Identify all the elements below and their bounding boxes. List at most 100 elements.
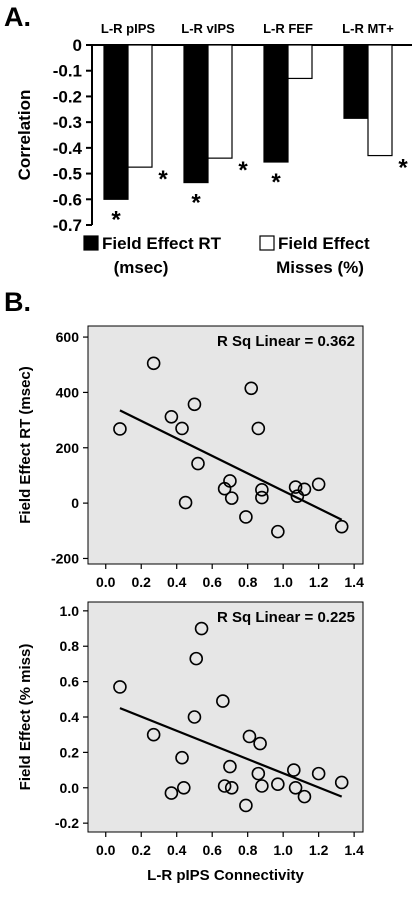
y-tick-label: 600 — [56, 329, 80, 345]
data-point — [255, 490, 269, 505]
data-point — [239, 798, 253, 813]
data-point — [216, 694, 230, 708]
data-point — [194, 621, 209, 636]
y-tick-label: -200 — [51, 550, 79, 566]
x-tick-label: 0.6 — [202, 842, 222, 858]
data-point — [178, 495, 193, 510]
x-tick-label: 0.0 — [96, 574, 116, 590]
data-point — [251, 766, 266, 781]
scatter-miss-chart: 1.0 0.8 0.6 0.4 0.2 0.0 -0.2 0.0 0.2 0.4 0.6 0.8 1.0… — [17, 601, 364, 884]
data-point — [334, 775, 349, 790]
y-tick-label: -0.6 — [53, 190, 82, 209]
significance-star: * — [271, 169, 281, 196]
significance-star: * — [111, 206, 121, 233]
r-squared-annotation: R Sq Linear = 0.225 — [217, 609, 355, 626]
data-point — [297, 789, 312, 804]
fit-line — [119, 707, 343, 798]
y-tick-label: 0.6 — [60, 674, 80, 690]
data-point — [164, 409, 179, 424]
data-point — [288, 480, 303, 494]
data-point — [271, 777, 285, 792]
x-tick-label: 1.4 — [344, 842, 364, 858]
scatter-rt-chart: 600 400 200 0 -200 0.0 0.2 0.4 0.6 0.8 1.0 1.2 1.4 Fi… — [17, 325, 364, 590]
data-point — [253, 736, 267, 751]
data-point — [113, 680, 127, 694]
data-point — [223, 759, 237, 774]
y-tick-label: 0.4 — [60, 709, 80, 725]
bar — [367, 44, 393, 157]
legend-label: Misses (%) — [276, 258, 364, 277]
y-tick-label: 1.0 — [60, 603, 80, 619]
x-tick-label: 0.8 — [238, 842, 258, 858]
legend-label: Field Effect — [278, 234, 370, 253]
x-tick-label: 1.0 — [273, 842, 293, 858]
significance-star: * — [191, 190, 201, 217]
y-tick-label: 0 — [71, 495, 79, 511]
significance-star: * — [398, 155, 408, 182]
data-point — [311, 477, 326, 492]
data-point — [311, 766, 326, 781]
data-point — [217, 779, 232, 793]
x-tick-label: 1.0 — [273, 574, 293, 590]
x-tick-label: 0.2 — [131, 574, 151, 590]
bar — [207, 44, 233, 159]
legend-swatch — [83, 235, 99, 251]
bar-chart: Correlation 0 -0.1 -0.2 -0.3 -0.4 -0.5 -0.6 -0.7… — [15, 21, 412, 277]
x-tick-label: 0.2 — [131, 842, 151, 858]
plot-background — [87, 325, 364, 565]
category-label: L-R FEF — [263, 21, 313, 36]
y-tick-label: -0.2 — [55, 815, 79, 831]
x-tick-label: 0.0 — [96, 842, 116, 858]
data-point — [223, 474, 237, 488]
data-point — [251, 421, 266, 436]
y-tick-label: -0.5 — [53, 165, 82, 184]
x-tick-label: 1.2 — [309, 842, 329, 858]
y-tick-label: -0.1 — [53, 62, 82, 81]
x-tick-label: 0.4 — [167, 842, 187, 858]
x-tick-label: 0.4 — [167, 574, 187, 590]
y-tick-label: -0.4 — [53, 139, 83, 158]
category-label: L-R vIPS — [181, 21, 235, 36]
y-axis-title: Field Effect (% miss) — [17, 644, 34, 791]
bar — [287, 44, 313, 80]
data-point — [239, 510, 253, 524]
data-point — [255, 483, 269, 497]
data-point — [271, 524, 285, 539]
bar — [103, 44, 129, 200]
legend-label: (msec) — [114, 258, 169, 277]
fit-line — [119, 409, 343, 521]
y-tick-label: -0.2 — [53, 87, 82, 106]
x-tick-label: 1.4 — [344, 574, 364, 590]
plot-background — [87, 601, 364, 833]
data-point — [175, 421, 189, 436]
data-point — [297, 482, 312, 497]
y-tick-label: 0.2 — [60, 744, 80, 760]
y-tick-label: -0.3 — [53, 113, 82, 132]
data-point — [164, 786, 179, 800]
bar — [263, 44, 289, 163]
significance-star: * — [238, 157, 248, 184]
legend-swatch — [259, 235, 275, 251]
legend-label: Field Effect RT — [102, 234, 222, 253]
data-point — [244, 381, 259, 396]
y-tick-label: 200 — [56, 440, 80, 456]
data-point — [189, 651, 204, 666]
panel-label-a: A. — [4, 2, 31, 32]
data-point — [224, 491, 239, 505]
data-point — [288, 780, 303, 795]
bar — [343, 44, 369, 119]
category-label: L-R MT+ — [342, 21, 394, 36]
x-tick-label: 1.2 — [309, 574, 329, 590]
y-tick-label: 400 — [56, 384, 80, 400]
category-label: L-R pIPS — [101, 21, 155, 36]
data-point — [187, 710, 202, 724]
data-point — [224, 780, 239, 795]
y-axis-title: Correlation — [15, 90, 34, 181]
data-point — [287, 763, 301, 777]
bar — [127, 44, 153, 168]
data-point — [290, 489, 305, 503]
data-point — [187, 397, 202, 412]
y-tick-label: 0.8 — [60, 638, 80, 654]
data-point — [175, 750, 189, 765]
data-point — [242, 729, 257, 744]
